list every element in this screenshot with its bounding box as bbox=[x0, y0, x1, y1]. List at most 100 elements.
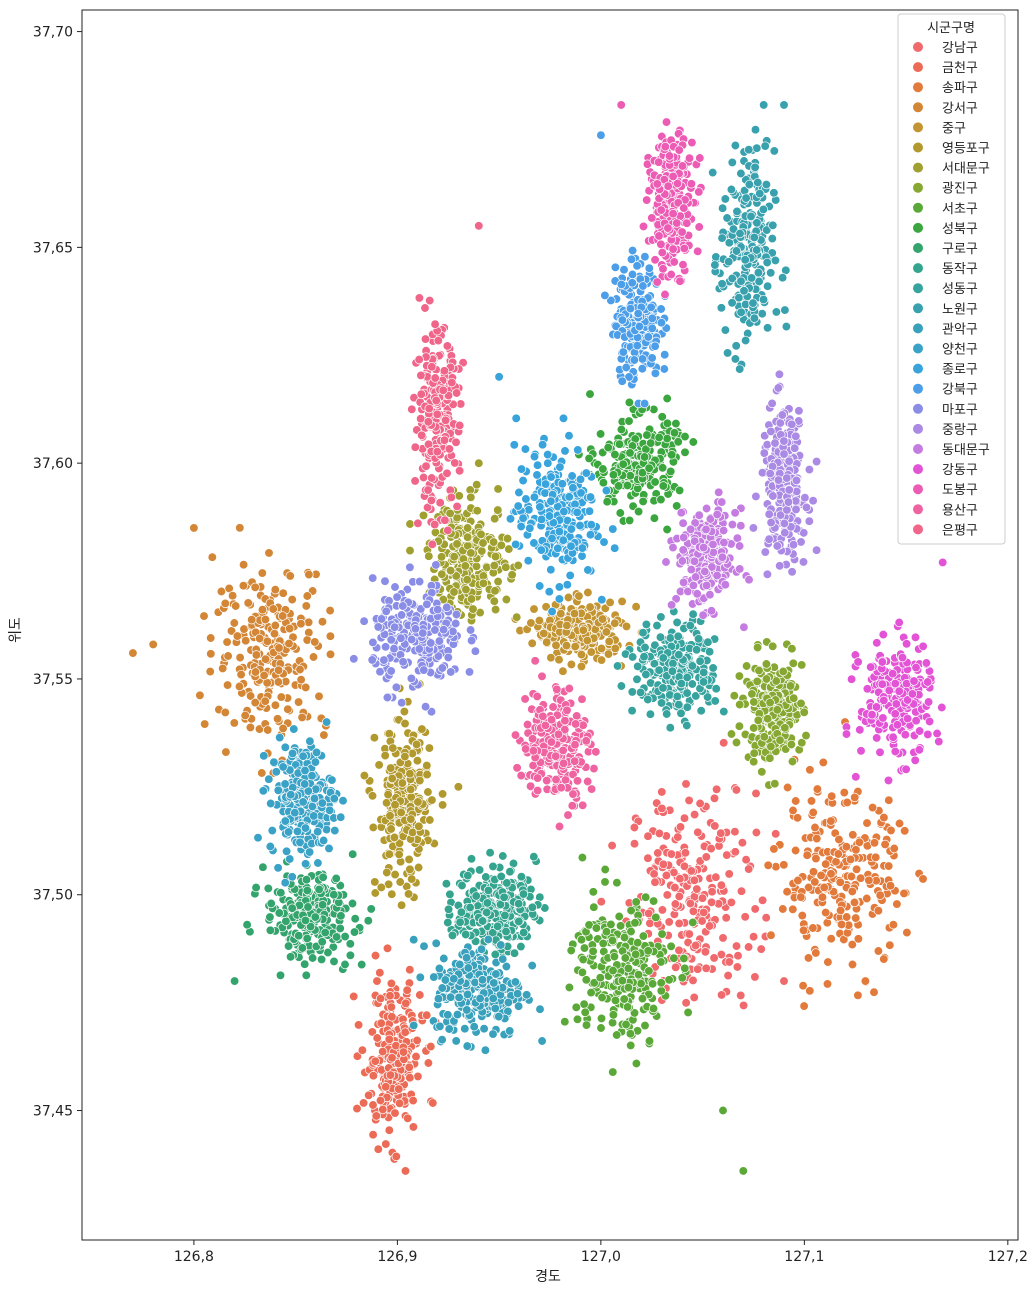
data-point-중구 bbox=[596, 643, 607, 654]
data-point-강북구 bbox=[627, 245, 638, 256]
data-point-서초구 bbox=[680, 963, 690, 973]
data-point-구로구 bbox=[318, 872, 328, 882]
data-point-노원구 bbox=[730, 354, 741, 364]
data-point-강서구 bbox=[200, 719, 210, 729]
data-point-강남구 bbox=[688, 906, 699, 916]
data-point-양천구 bbox=[313, 827, 323, 837]
data-point-구로구 bbox=[331, 873, 341, 884]
data-point-영등포구 bbox=[382, 867, 392, 878]
data-point-송파구 bbox=[835, 877, 845, 887]
data-point-구로구 bbox=[331, 932, 342, 942]
data-point-종로구 bbox=[585, 530, 596, 540]
data-point-금천구 bbox=[391, 1151, 401, 1162]
data-point-강남구 bbox=[629, 822, 640, 833]
data-point-송파구 bbox=[792, 813, 803, 823]
data-point-강북구 bbox=[650, 368, 661, 378]
data-point-구로구 bbox=[345, 939, 355, 949]
data-point-영등포구 bbox=[400, 718, 410, 729]
data-point-강서구 bbox=[325, 631, 336, 641]
data-point-구로구 bbox=[294, 931, 304, 941]
data-point-송파구 bbox=[827, 791, 837, 801]
data-point-관악구 bbox=[445, 992, 456, 1002]
data-point-영등포구 bbox=[387, 773, 397, 784]
data-point-영등포구 bbox=[415, 775, 425, 786]
data-point-동작구 bbox=[441, 879, 452, 889]
data-point-영등포구 bbox=[370, 877, 380, 887]
data-point-중랑구 bbox=[759, 448, 769, 458]
data-point-강서구 bbox=[301, 682, 311, 693]
data-point-송파구 bbox=[788, 904, 798, 914]
data-point-송파구 bbox=[788, 805, 798, 816]
data-point-강남구 bbox=[689, 809, 700, 820]
data-point-마포구 bbox=[414, 576, 425, 587]
data-point-성북구 bbox=[666, 466, 676, 477]
data-point-관악구 bbox=[440, 975, 451, 985]
data-point-금천구 bbox=[386, 1002, 397, 1012]
data-point-성북구 bbox=[595, 429, 606, 439]
data-point-금천구 bbox=[405, 965, 415, 975]
data-point-강서구 bbox=[199, 611, 209, 621]
data-point-서초구 bbox=[656, 978, 666, 988]
data-point-서초구 bbox=[612, 878, 622, 888]
data-point-관악구 bbox=[451, 1036, 461, 1046]
data-point-종로구 bbox=[597, 595, 607, 605]
data-point-구로구 bbox=[229, 976, 240, 986]
data-point-서대문구 bbox=[490, 551, 501, 562]
data-point-구로구 bbox=[317, 937, 327, 947]
data-point-서대문구 bbox=[477, 546, 487, 556]
data-point-양천구 bbox=[300, 765, 310, 776]
data-point-서초구 bbox=[609, 951, 620, 962]
data-point-구로구 bbox=[302, 885, 312, 896]
data-point-성동구 bbox=[612, 661, 623, 671]
data-point-종로구 bbox=[567, 471, 577, 481]
data-point-구로구 bbox=[363, 916, 373, 926]
data-point-서대문구 bbox=[405, 519, 415, 529]
data-point-강남구 bbox=[643, 831, 653, 841]
data-point-중랑구 bbox=[808, 496, 818, 506]
data-point-영등포구 bbox=[396, 900, 407, 910]
data-point-강서구 bbox=[263, 725, 273, 735]
data-point-서초구 bbox=[625, 1029, 636, 1039]
data-point-서초구 bbox=[601, 927, 612, 937]
data-point-강서구 bbox=[251, 650, 262, 660]
data-point-서초구 bbox=[610, 995, 621, 1006]
data-point-동대문구 bbox=[714, 487, 724, 497]
data-point-성동구 bbox=[674, 700, 684, 710]
data-point-성동구 bbox=[674, 650, 684, 660]
data-point-강서구 bbox=[301, 601, 311, 611]
data-point-양천구 bbox=[325, 805, 335, 815]
data-point-종로구 bbox=[546, 472, 556, 482]
data-point-관악구 bbox=[462, 1005, 472, 1015]
data-point-광진구 bbox=[741, 661, 752, 671]
data-point-강남구 bbox=[688, 975, 698, 986]
data-point-강남구 bbox=[649, 869, 659, 879]
data-point-양천구 bbox=[307, 801, 318, 812]
data-point-중구 bbox=[601, 627, 612, 637]
data-point-동대문구 bbox=[666, 600, 677, 610]
data-point-종로구 bbox=[575, 474, 586, 484]
data-point-노원구 bbox=[769, 188, 779, 198]
data-point-구로구 bbox=[345, 950, 356, 960]
data-point-강북구 bbox=[646, 302, 656, 312]
data-point-구로구 bbox=[266, 898, 276, 909]
data-point-양천구 bbox=[338, 796, 348, 806]
data-point-강북구 bbox=[637, 354, 648, 364]
data-point-금천구 bbox=[370, 1056, 380, 1066]
data-point-서대문구 bbox=[437, 569, 447, 579]
data-point-종로구 bbox=[562, 580, 572, 590]
data-point-송파구 bbox=[864, 875, 874, 885]
data-point-강서구 bbox=[195, 690, 205, 700]
data-point-서초구 bbox=[631, 949, 641, 959]
data-point-중랑구 bbox=[798, 557, 809, 567]
data-point-서초구 bbox=[738, 1166, 748, 1176]
data-point-양천구 bbox=[258, 786, 268, 796]
data-point-관악구 bbox=[419, 941, 429, 951]
data-point-영등포구 bbox=[437, 800, 448, 810]
data-point-서대문구 bbox=[462, 532, 473, 542]
data-point-송파구 bbox=[847, 939, 857, 950]
data-point-강남구 bbox=[724, 957, 734, 967]
data-point-송파구 bbox=[839, 787, 849, 798]
data-point-동대문구 bbox=[679, 532, 689, 543]
data-point-서대문구 bbox=[490, 514, 500, 524]
data-point-구로구 bbox=[300, 959, 310, 969]
